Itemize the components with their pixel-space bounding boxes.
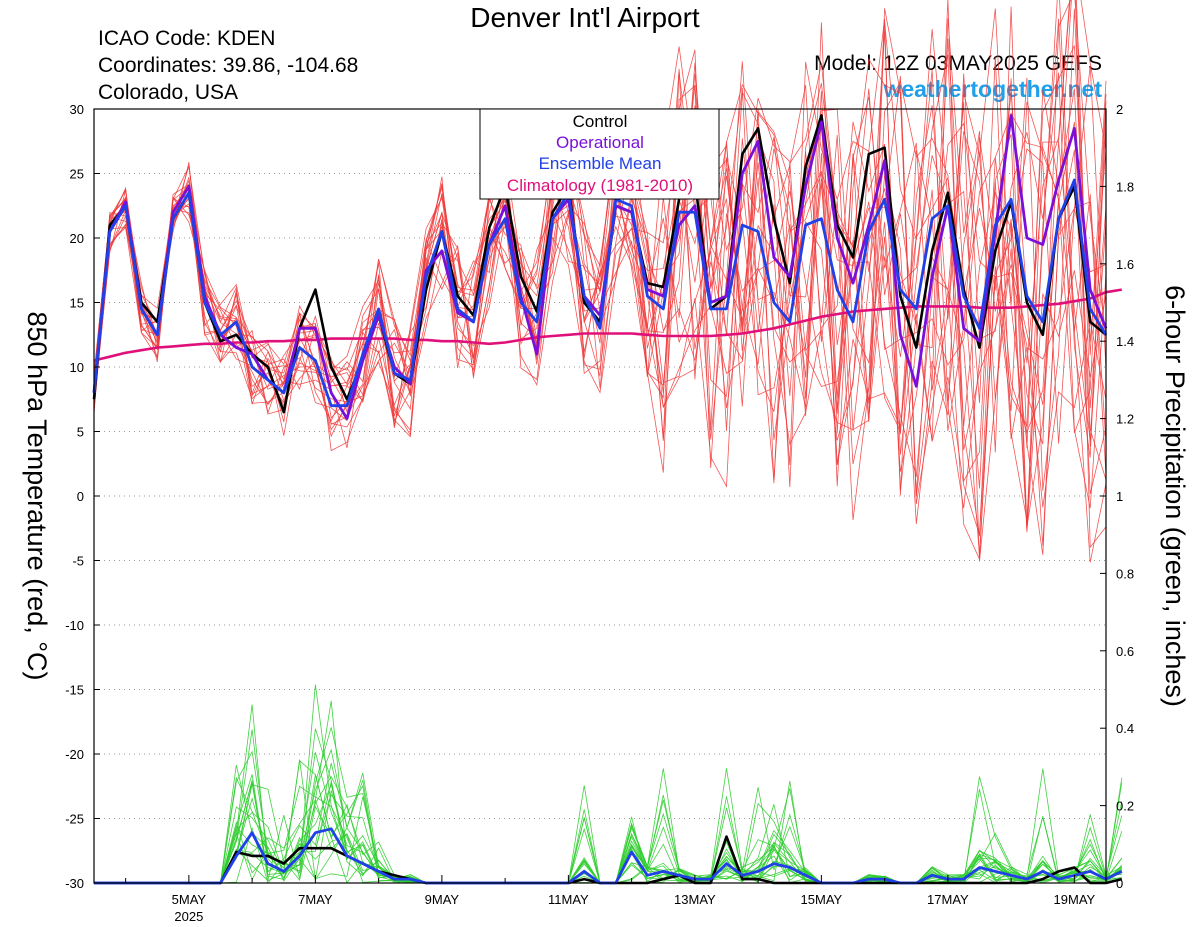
precip-member-line xyxy=(94,768,1122,884)
temp-member-line xyxy=(93,0,1107,537)
main-series xyxy=(92,114,1123,885)
legend-ensemble-mean: Ensemble Mean xyxy=(539,154,662,173)
y-tick-left: -25 xyxy=(65,812,84,827)
temp-members xyxy=(93,0,1107,563)
y-tick-left: 20 xyxy=(70,231,84,246)
y-axis-label-left: 850 hPa Temperature (red, °C) xyxy=(22,312,52,681)
precip-member-line xyxy=(94,759,1122,884)
y-tick-right: 0.4 xyxy=(1116,721,1134,736)
y-tick-right: 0.2 xyxy=(1116,799,1134,814)
y-tick-right: 1.4 xyxy=(1116,334,1134,349)
temp-member-line xyxy=(93,0,1107,530)
y-tick-right: 0 xyxy=(1116,876,1123,891)
y-tick-left: 10 xyxy=(70,360,84,375)
temp-member-line xyxy=(93,61,1107,466)
page-title: Denver Int'l Airport xyxy=(470,2,700,33)
precip-member-line xyxy=(94,774,1123,884)
y-tick-left: 30 xyxy=(70,102,84,117)
x-tick-label: 5MAY xyxy=(172,892,207,907)
icao-code: ICAO Code: KDEN xyxy=(98,27,276,50)
legend-control: Control xyxy=(573,112,628,131)
y-tick-left: 5 xyxy=(77,425,84,440)
axis-ticks: -30-25-20-15-10-505101520253000.20.40.60… xyxy=(65,102,1134,924)
precip-member-line xyxy=(94,764,1123,884)
y-tick-right: 0.8 xyxy=(1116,566,1134,581)
x-tick-label: 19MAY xyxy=(1054,892,1096,907)
x-tick-label: 13MAY xyxy=(674,892,716,907)
x-tick-label: 17MAY xyxy=(927,892,969,907)
coordinates: Coordinates: 39.86, -104.68 xyxy=(98,54,359,77)
legend-box xyxy=(479,108,720,200)
y-tick-left: -15 xyxy=(65,683,84,698)
y-tick-left: -30 xyxy=(65,876,84,891)
precip-member-line xyxy=(94,684,1122,884)
y-axis-label-right: 6-hour Precipitation (green, inches) xyxy=(1160,285,1190,707)
precip-members xyxy=(94,684,1123,884)
temp-member-line xyxy=(93,18,1107,509)
y-tick-right: 1 xyxy=(1116,489,1123,504)
legend: Control Operational Ensemble Mean Climat… xyxy=(479,108,720,200)
x-tick-label: 9MAY xyxy=(425,892,460,907)
x-tick-label: 11MAY xyxy=(548,892,589,907)
x-tick-label: 7MAY xyxy=(298,892,333,907)
y-tick-left: 25 xyxy=(70,167,84,182)
y-tick-left: 15 xyxy=(70,296,84,311)
y-tick-right: 1.6 xyxy=(1116,257,1134,272)
y-tick-left: -20 xyxy=(65,747,84,762)
y-tick-right: 1.8 xyxy=(1116,179,1134,194)
region: Colorado, USA xyxy=(98,81,239,104)
x-tick-label: 15MAY xyxy=(801,892,843,907)
x-tick-sublabel: 2025 xyxy=(174,909,203,924)
y-tick-right: 2 xyxy=(1116,102,1123,117)
series-climatology-1981-2010-temp xyxy=(93,288,1123,362)
y-tick-left: -5 xyxy=(72,554,84,569)
temp-member-line xyxy=(93,8,1107,555)
legend-operational: Operational xyxy=(556,133,644,152)
series-ensemble-mean-temp xyxy=(92,178,1108,408)
series-operational-temp xyxy=(92,114,1108,421)
y-tick-right: 1.2 xyxy=(1116,412,1134,427)
y-tick-left: 0 xyxy=(77,489,84,504)
legend-climatology: Climatology (1981-2010) xyxy=(507,176,693,195)
y-tick-right: 0.6 xyxy=(1116,644,1134,659)
y-tick-left: -10 xyxy=(65,618,84,633)
